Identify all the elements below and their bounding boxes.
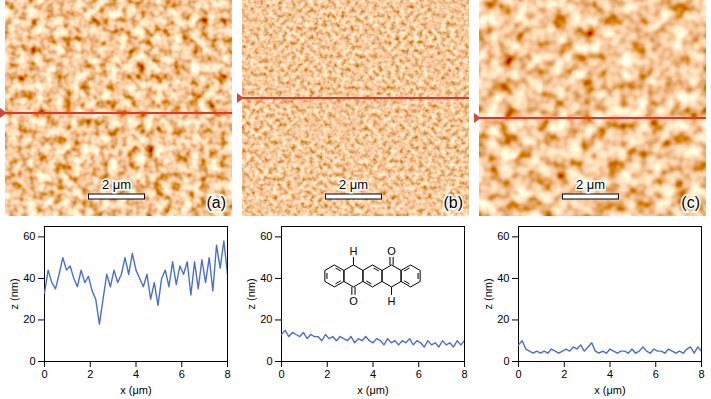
- svg-text:H: H: [349, 245, 357, 257]
- svg-text:z (nm): z (nm): [8, 278, 20, 309]
- svg-text:6: 6: [179, 368, 185, 380]
- svg-text:20: 20: [260, 313, 272, 325]
- svg-text:4: 4: [370, 368, 376, 380]
- svg-text:60: 60: [497, 230, 509, 242]
- svg-text:8: 8: [224, 368, 230, 380]
- svg-text:0: 0: [503, 355, 509, 367]
- svg-text:(a): (a): [206, 194, 226, 211]
- svg-text:2 μm: 2 μm: [576, 177, 605, 192]
- svg-text:(c): (c): [681, 194, 700, 211]
- svg-text:2: 2: [561, 368, 567, 380]
- svg-text:H: H: [388, 295, 396, 307]
- svg-text:6: 6: [416, 368, 422, 380]
- svg-text:2 μm: 2 μm: [102, 177, 131, 192]
- svg-text:60: 60: [260, 230, 272, 242]
- svg-text:0: 0: [266, 355, 272, 367]
- svg-text:0: 0: [29, 355, 35, 367]
- svg-text:20: 20: [497, 313, 509, 325]
- svg-text:0: 0: [515, 368, 521, 380]
- svg-text:O: O: [387, 245, 396, 257]
- svg-text:z (nm): z (nm): [482, 278, 494, 309]
- svg-text:40: 40: [260, 272, 272, 284]
- svg-text:8: 8: [698, 368, 704, 380]
- svg-text:(b): (b): [443, 194, 463, 211]
- svg-text:x (μm): x (μm): [120, 384, 151, 396]
- svg-text:2: 2: [87, 368, 93, 380]
- svg-text:2: 2: [324, 368, 330, 380]
- svg-text:20: 20: [23, 313, 35, 325]
- svg-text:60: 60: [23, 230, 35, 242]
- svg-text:z (nm): z (nm): [245, 278, 257, 309]
- svg-text:40: 40: [23, 272, 35, 284]
- svg-text:x (μm): x (μm): [594, 384, 625, 396]
- svg-text:4: 4: [607, 368, 613, 380]
- svg-text:8: 8: [461, 368, 467, 380]
- svg-text:6: 6: [653, 368, 659, 380]
- svg-text:0: 0: [278, 368, 284, 380]
- svg-text:2 μm: 2 μm: [339, 177, 368, 192]
- svg-text:x (μm): x (μm): [357, 384, 388, 396]
- svg-text:40: 40: [497, 272, 509, 284]
- svg-text:0: 0: [41, 368, 47, 380]
- svg-text:O: O: [349, 295, 358, 307]
- svg-text:4: 4: [133, 368, 139, 380]
